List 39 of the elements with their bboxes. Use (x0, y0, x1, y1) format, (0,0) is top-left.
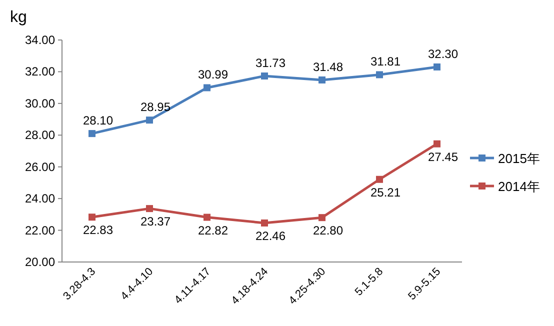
y-tick-label: 30.00 (24, 96, 56, 110)
data-label: 22.80 (312, 224, 344, 238)
data-label: 22.82 (198, 223, 228, 238)
y-tick-label: 24.00 (24, 192, 56, 206)
data-label: 22.83 (82, 223, 114, 238)
point (204, 84, 210, 92)
y-tick-label: 28.00 (24, 128, 56, 142)
point (318, 214, 326, 222)
point (434, 140, 440, 148)
y-tick-label: 20.00 (24, 255, 56, 269)
data-label: 28.10 (82, 114, 114, 128)
data-label: 31.81 (370, 54, 401, 69)
point (146, 205, 153, 212)
legend-label: 2014年 (498, 179, 540, 194)
y-tick-label: 34.00 (24, 33, 56, 47)
point (376, 176, 383, 183)
data-label: 32.30 (428, 46, 458, 61)
y-tick-label: 26.00 (24, 160, 56, 174)
legend-label: 2015年 (498, 151, 540, 166)
y-axis-title: kg (10, 9, 27, 26)
y-tick-label: 22.00 (24, 223, 56, 238)
data-label: 25.21 (370, 185, 401, 200)
point (261, 72, 268, 80)
data-label: 30.99 (198, 68, 228, 82)
point (88, 130, 96, 138)
point (261, 219, 268, 226)
point (204, 214, 210, 221)
data-label: 31.48 (312, 60, 344, 74)
y-tick-label: 32.00 (24, 64, 56, 79)
point (146, 116, 153, 124)
point (88, 214, 96, 221)
data-label: 27.45 (428, 150, 458, 164)
data-label: 23.37 (140, 214, 171, 229)
data-label: 22.46 (255, 228, 286, 243)
data-label: 28.95 (140, 100, 171, 114)
point (376, 71, 383, 78)
point (318, 76, 326, 84)
point (434, 63, 440, 70)
data-label: 31.73 (255, 56, 286, 70)
